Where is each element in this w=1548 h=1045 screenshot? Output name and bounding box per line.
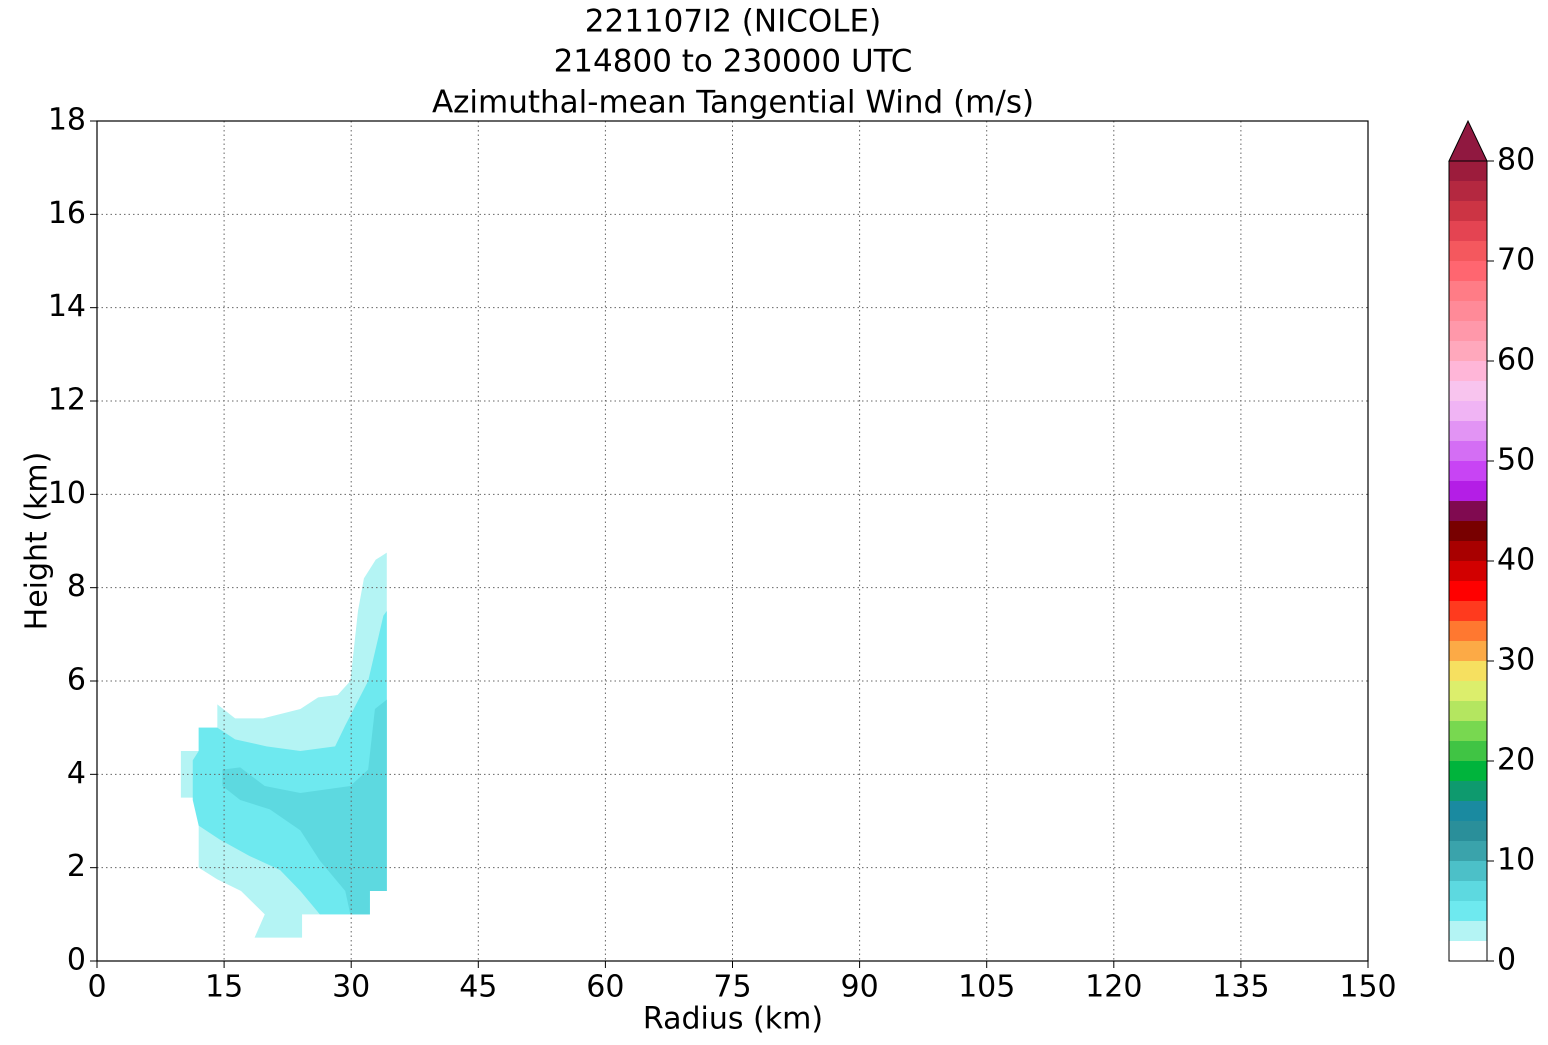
colorbar-swatch: [1449, 281, 1487, 301]
y-tick-label: 4: [67, 756, 86, 791]
x-tick-label: 135: [1212, 970, 1269, 1005]
y-tick-label: 14: [48, 289, 86, 324]
colorbar-swatch: [1449, 521, 1487, 541]
x-tick-label: 45: [459, 970, 497, 1005]
colorbar-swatch: [1449, 441, 1487, 461]
colorbar-swatch: [1449, 801, 1487, 821]
colorbar-swatch: [1449, 581, 1487, 601]
x-axis-label: Radius (km): [643, 1002, 823, 1037]
colorbar-tick-label: 30: [1497, 643, 1535, 678]
y-tick-label: 12: [48, 383, 86, 418]
colorbar-swatch: [1449, 301, 1487, 321]
colorbar-swatch: [1449, 201, 1487, 221]
colorbar-tick-label: 60: [1497, 343, 1535, 378]
chart-title: 221107I2 (NICOLE): [585, 4, 881, 40]
colorbar-swatch: [1449, 561, 1487, 581]
chart-subtitle: 214800 to 230000 UTC: [554, 44, 913, 80]
x-tick-label: 120: [1085, 970, 1142, 1005]
y-tick-label: 0: [67, 943, 86, 978]
chart-subtitle: Azimuthal-mean Tangential Wind (m/s): [432, 85, 1034, 121]
colorbar-swatch: [1449, 361, 1487, 381]
y-axis-label: Height (km): [20, 452, 55, 631]
colorbar-swatch: [1449, 541, 1487, 561]
colorbar-swatch: [1449, 821, 1487, 841]
colorbar-swatch: [1449, 341, 1487, 361]
x-tick-label: 60: [586, 970, 624, 1005]
colorbar-swatch: [1449, 501, 1487, 521]
y-tick-label: 18: [48, 103, 86, 138]
colorbar-swatch: [1449, 261, 1487, 281]
colorbar-swatch: [1449, 221, 1487, 241]
colorbar-swatch: [1449, 181, 1487, 201]
colorbar-swatch: [1449, 721, 1487, 741]
colorbar-swatch: [1449, 401, 1487, 421]
colorbar-swatch: [1449, 901, 1487, 921]
plot-frame: [96, 120, 1369, 962]
x-tick-label: 15: [205, 970, 243, 1005]
colorbar-swatch: [1449, 601, 1487, 621]
x-tick-label: 105: [958, 970, 1015, 1005]
y-tick-label: 16: [48, 196, 86, 231]
colorbar-swatch: [1449, 661, 1487, 681]
colorbar-tick-label: 80: [1497, 143, 1535, 178]
y-tick-label: 8: [67, 569, 86, 604]
colorbar-swatch: [1449, 841, 1487, 861]
y-tick-label: 2: [67, 849, 86, 884]
colorbar-swatch: [1449, 161, 1487, 181]
contour-fill: [222, 699, 387, 915]
colorbar-swatch: [1449, 701, 1487, 721]
colorbar-swatch: [1449, 881, 1487, 901]
colorbar-extend: [1448, 119, 1488, 162]
colorbar-tick-label: 40: [1497, 543, 1535, 578]
colorbar-swatch: [1449, 681, 1487, 701]
colorbar-swatch: [1449, 461, 1487, 481]
colorbar-swatch: [1449, 421, 1487, 441]
x-tick-label: 0: [87, 970, 106, 1005]
colorbar-swatch: [1449, 941, 1487, 961]
x-tick-label: 150: [1339, 970, 1396, 1005]
x-tick-label: 30: [332, 970, 370, 1005]
colorbar-tick-label: 50: [1497, 443, 1535, 478]
colorbar-tick-label: 70: [1497, 243, 1535, 278]
colorbar-swatch: [1449, 761, 1487, 781]
colorbar-swatch: [1449, 481, 1487, 501]
colorbar-swatch: [1449, 621, 1487, 641]
colorbar-swatch: [1449, 861, 1487, 881]
colorbar-tick-label: 20: [1497, 743, 1535, 778]
colorbar-tick-label: 10: [1497, 843, 1535, 878]
colorbar-swatch: [1449, 321, 1487, 341]
colorbar-swatch: [1449, 241, 1487, 261]
y-tick-label: 6: [67, 663, 86, 698]
colorbar-swatch: [1449, 781, 1487, 801]
x-tick-label: 90: [841, 970, 879, 1005]
y-tick-label: 10: [48, 476, 86, 511]
x-tick-label: 75: [713, 970, 751, 1005]
colorbar-swatch: [1449, 641, 1487, 661]
colorbar-swatch: [1449, 381, 1487, 401]
colorbar-swatch: [1449, 921, 1487, 941]
colorbar-swatch: [1449, 741, 1487, 761]
colorbar-tick-label: 0: [1497, 943, 1516, 978]
